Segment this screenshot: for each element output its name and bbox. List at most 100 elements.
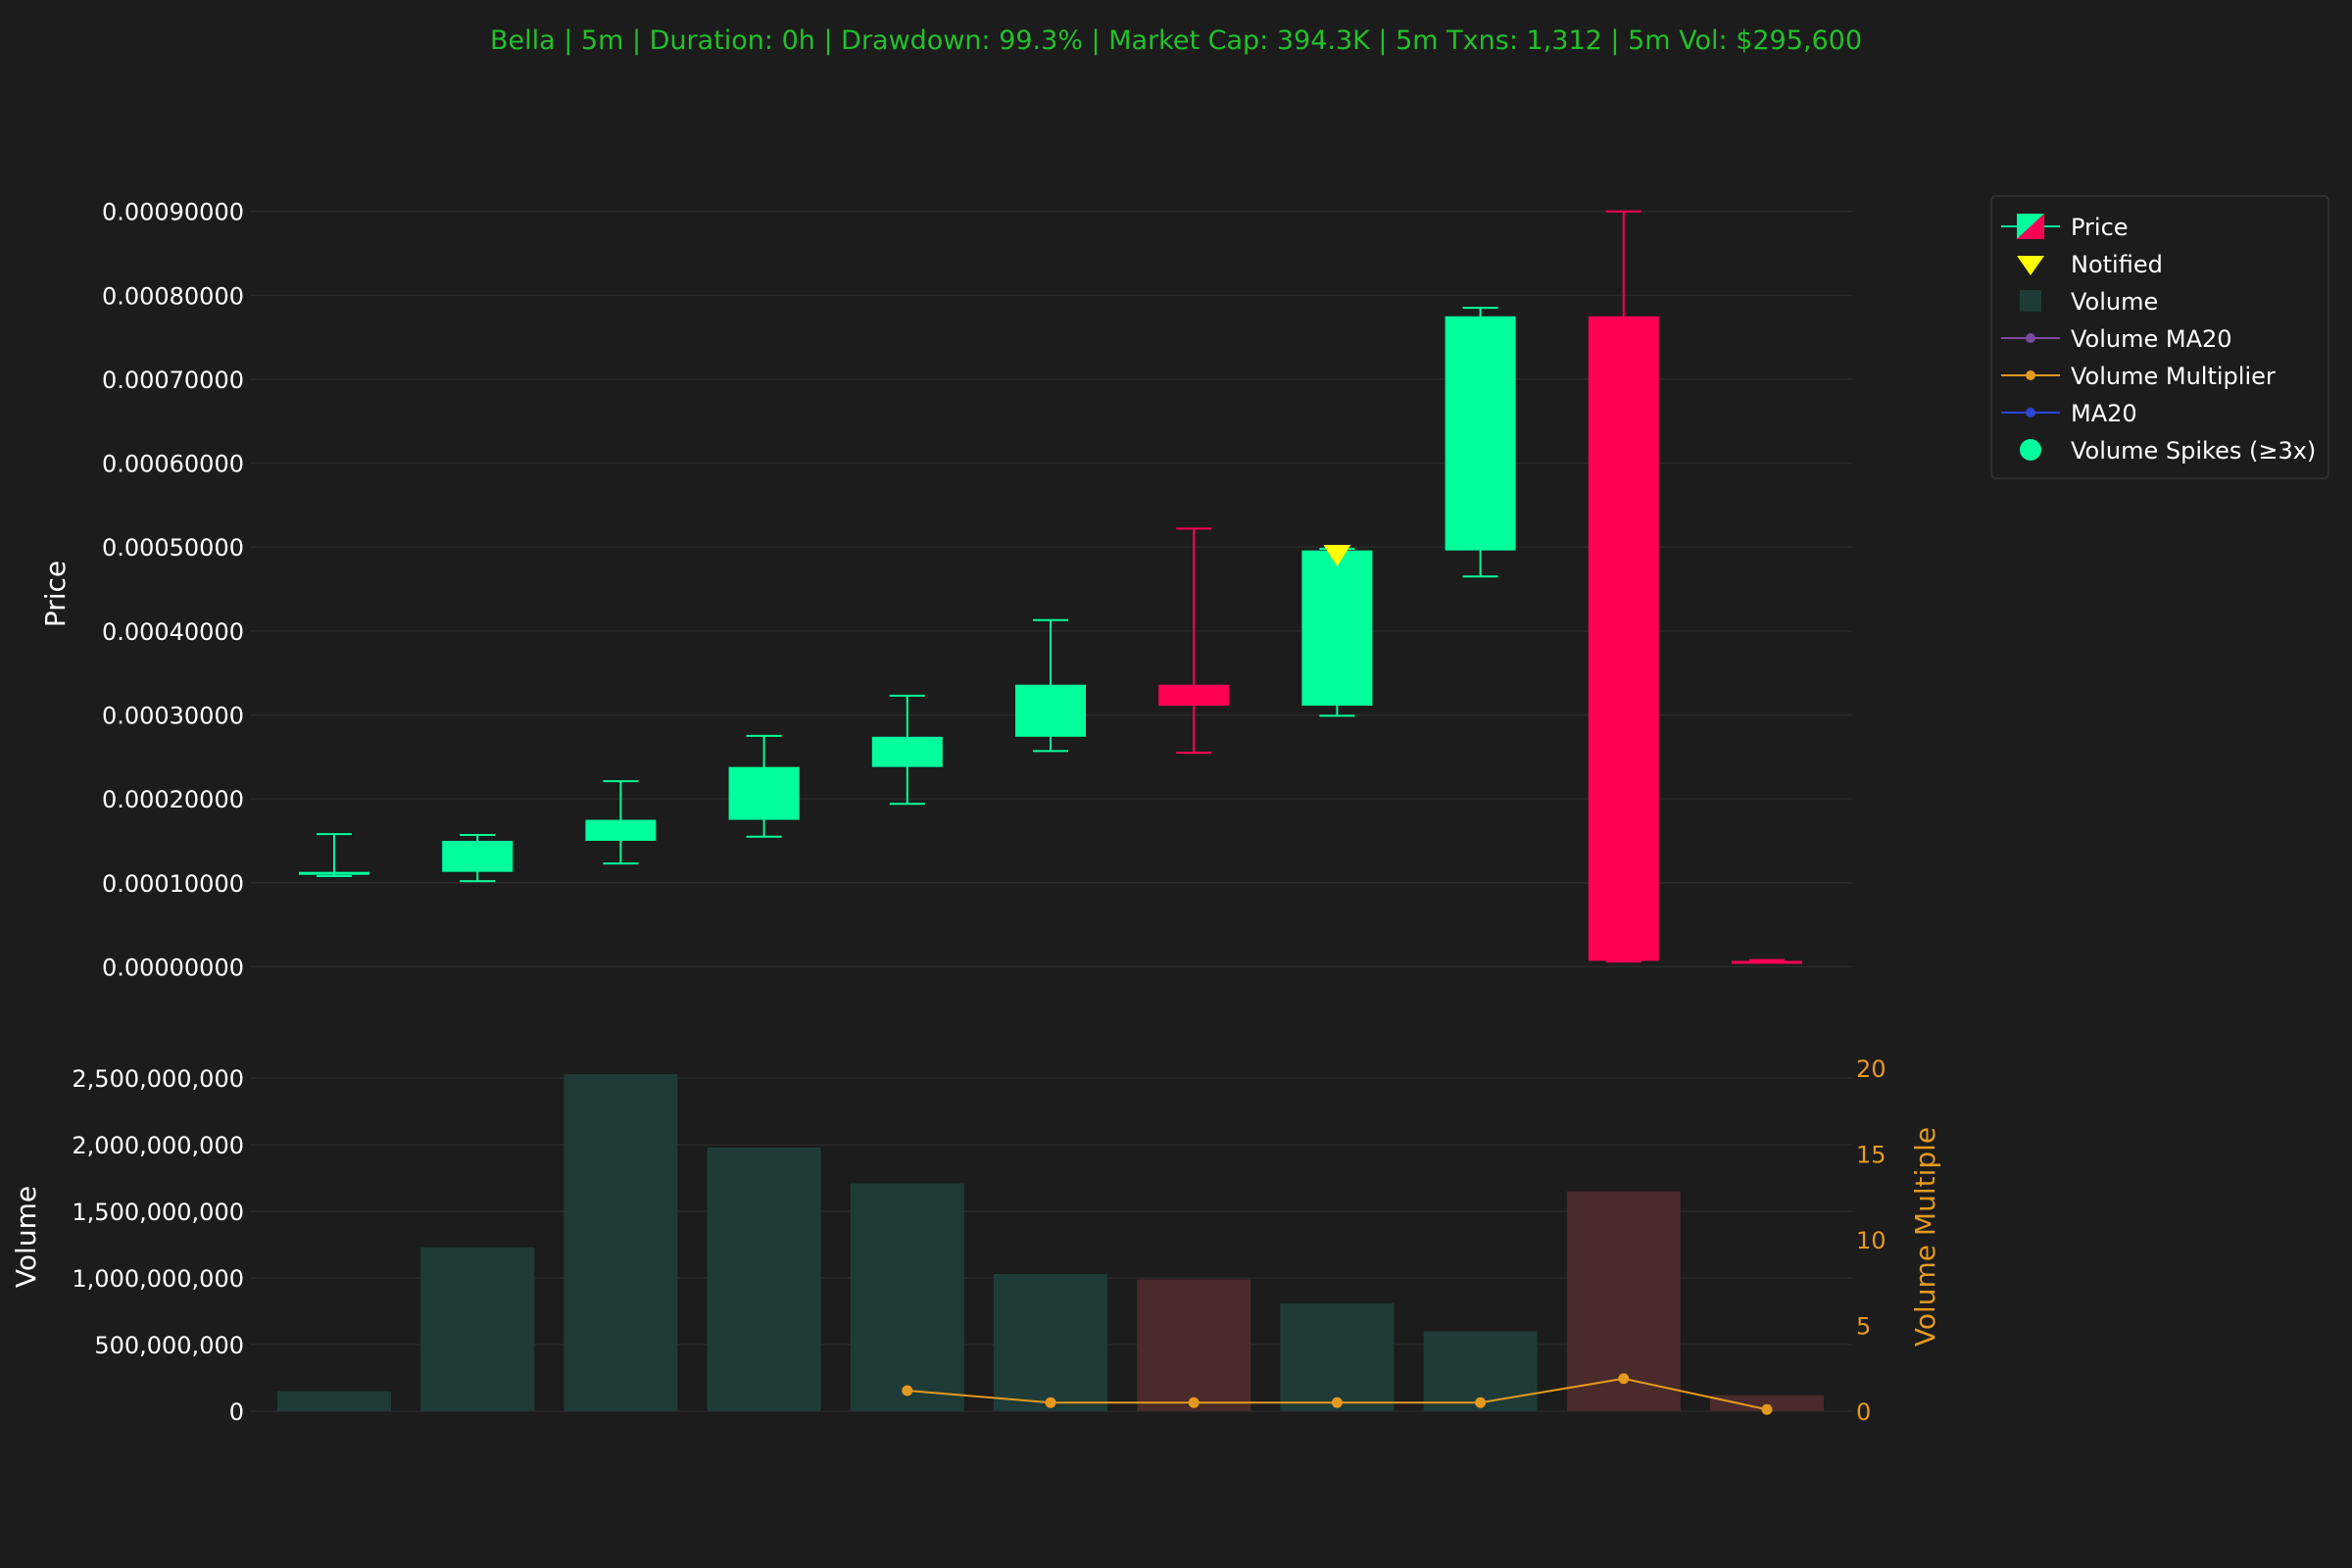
price-y-tick-label: 0.00010000 bbox=[102, 870, 244, 898]
candle bbox=[299, 833, 369, 877]
candles bbox=[299, 210, 1802, 964]
square-icon bbox=[2020, 290, 2041, 312]
legend-item: Price bbox=[2001, 214, 2129, 241]
legend-dot bbox=[2026, 408, 2035, 417]
volume-multiple-tick-label: 20 bbox=[1856, 1055, 1886, 1083]
volume-multiple-tick-label: 15 bbox=[1856, 1142, 1886, 1169]
volume-bars bbox=[277, 1074, 1824, 1411]
legend-item: Notified bbox=[2017, 251, 2163, 278]
legend-label: MA20 bbox=[2071, 400, 2137, 427]
candle bbox=[1301, 547, 1373, 717]
triangle-down-icon bbox=[2017, 256, 2044, 275]
legend-label: Volume MA20 bbox=[2071, 325, 2232, 353]
price-y-tick-labels: 0.00000000 0.00010000 0.00020000 0.00030000… bbox=[102, 199, 244, 982]
legend-label: Notified bbox=[2071, 251, 2163, 278]
volume-multiple-tick-label: 0 bbox=[1856, 1398, 1871, 1426]
candle bbox=[728, 734, 800, 838]
candle bbox=[585, 780, 657, 865]
volume-bar bbox=[420, 1247, 535, 1411]
volume-y-tick-label: 1,000,000,000 bbox=[72, 1265, 244, 1293]
candle-body bbox=[585, 819, 657, 841]
legend-label: Volume Multiplier bbox=[2071, 363, 2276, 390]
volume-y-axis-label: Volume bbox=[10, 1186, 42, 1288]
legend-items: Price Notified Volume Volume MA20 Volume Mul… bbox=[2001, 214, 2316, 465]
volume-bar bbox=[1710, 1395, 1824, 1411]
price-grid bbox=[250, 210, 1852, 968]
candle bbox=[1588, 210, 1659, 963]
price-y-tick-label: 0.00020000 bbox=[102, 786, 244, 813]
price-y-tick-label: 0.00060000 bbox=[102, 451, 244, 478]
volume-multiple-tick-label: 10 bbox=[1856, 1227, 1886, 1254]
candle-body bbox=[1158, 684, 1230, 707]
volume-multiple-tick-labels: 0 5 10 15 20 bbox=[1856, 1055, 1886, 1426]
volume-y-tick-label: 500,000,000 bbox=[94, 1332, 244, 1359]
legend-dot bbox=[2026, 333, 2035, 343]
legend-item: Volume Multiplier bbox=[2001, 363, 2276, 390]
candle bbox=[1015, 618, 1086, 753]
legend-square bbox=[2020, 290, 2041, 312]
legend-item: Volume MA20 bbox=[2001, 325, 2232, 353]
line-dot-icon bbox=[2001, 408, 2060, 417]
legend-item: Volume Spikes (≥3x) bbox=[2020, 437, 2316, 465]
legend-candle-down bbox=[2017, 214, 2044, 239]
legend-dot bbox=[2026, 370, 2035, 380]
line-dot-icon bbox=[2001, 370, 2060, 380]
volume-multiplier-line bbox=[902, 1373, 1773, 1415]
volume-bar bbox=[707, 1147, 821, 1411]
multiplier-point bbox=[1475, 1396, 1487, 1408]
volume-y-tick-label: 2,000,000,000 bbox=[72, 1132, 244, 1159]
price-y-tick-label: 0.00040000 bbox=[102, 618, 244, 646]
legend-item: MA20 bbox=[2001, 400, 2137, 427]
legend-box bbox=[1990, 195, 2329, 479]
price-y-tick-label: 0.00030000 bbox=[102, 703, 244, 730]
volume-bar bbox=[1280, 1302, 1395, 1411]
price-panel: 0.00000000 0.00010000 0.00020000 0.00030000… bbox=[39, 199, 1852, 982]
price-y-tick-label: 0.00000000 bbox=[102, 954, 244, 981]
legend: Price Notified Volume Volume MA20 Volume Mul… bbox=[1990, 195, 2329, 479]
candle bbox=[1445, 307, 1516, 578]
candle-body bbox=[1732, 960, 1802, 964]
volume-y-tick-label: 0 bbox=[229, 1398, 244, 1426]
candle-icon bbox=[2001, 214, 2060, 239]
candle-body bbox=[1588, 316, 1659, 961]
volume-panel: 0 500,000,000 1,000,000,000 1,500,000,000 2,… bbox=[10, 1055, 1941, 1426]
multiplier-point bbox=[1045, 1396, 1056, 1408]
volume-bar bbox=[850, 1183, 964, 1411]
legend-label: Price bbox=[2071, 214, 2129, 241]
candle bbox=[1158, 527, 1230, 755]
multiplier-point bbox=[1761, 1403, 1773, 1415]
multiplier-point bbox=[1188, 1396, 1200, 1408]
multiplier-point bbox=[1331, 1396, 1343, 1408]
notified-markers bbox=[1323, 544, 1351, 566]
volume-bar bbox=[277, 1391, 391, 1411]
price-y-axis-label: Price bbox=[39, 561, 72, 627]
volume-y-tick-labels: 0 500,000,000 1,000,000,000 1,500,000,000 2,… bbox=[72, 1065, 244, 1426]
legend-label: Volume Spikes (≥3x) bbox=[2071, 437, 2316, 465]
price-y-tick-label: 0.00090000 bbox=[102, 199, 244, 226]
chart-title: Bella | 5m | Duration: 0h | Drawdown: 99… bbox=[490, 25, 1862, 56]
candle bbox=[1732, 958, 1802, 964]
volume-multiple-axis-label: Volume Multiple bbox=[1909, 1127, 1941, 1347]
price-y-tick-label: 0.00080000 bbox=[102, 282, 244, 310]
line-dot-icon bbox=[2001, 333, 2060, 343]
volume-multiple-tick-label: 5 bbox=[1856, 1313, 1871, 1341]
volume-y-tick-label: 2,500,000,000 bbox=[72, 1065, 244, 1093]
legend-circle bbox=[2020, 439, 2041, 461]
candle-body bbox=[871, 736, 943, 767]
multiplier-point bbox=[1618, 1373, 1630, 1385]
circle-icon bbox=[2020, 439, 2041, 461]
candle-body bbox=[442, 840, 514, 872]
price-y-tick-label: 0.00050000 bbox=[102, 534, 244, 562]
candle-body bbox=[1301, 550, 1373, 707]
candle bbox=[442, 833, 514, 883]
candle-body bbox=[728, 766, 800, 820]
candle bbox=[871, 694, 943, 806]
candle-body bbox=[1015, 684, 1086, 737]
legend-item: Volume bbox=[2020, 288, 2158, 316]
volume-bar bbox=[1137, 1279, 1251, 1411]
legend-triangle bbox=[2017, 256, 2044, 275]
multiplier-point bbox=[902, 1385, 913, 1396]
candle-body bbox=[1445, 316, 1516, 551]
notified-marker bbox=[1323, 544, 1351, 566]
